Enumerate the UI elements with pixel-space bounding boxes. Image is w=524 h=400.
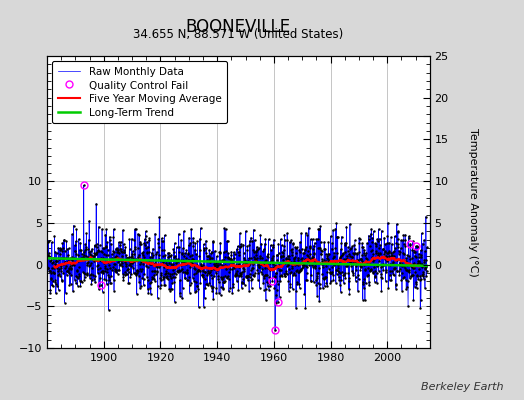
Text: Berkeley Earth: Berkeley Earth: [421, 382, 503, 392]
Quality Control Fail: [269, 279, 276, 284]
Raw Monthly Data: [85, 247, 91, 252]
Line: Five Year Moving Average: Five Year Moving Average: [54, 257, 420, 270]
Raw Monthly Data: [156, 265, 162, 270]
Raw Monthly Data: [272, 327, 278, 332]
Five Year Moving Average: [155, 262, 161, 267]
Raw Monthly Data: [81, 183, 87, 188]
Quality Control Fail: [81, 183, 87, 188]
Text: BOONEVILLE: BOONEVILLE: [186, 18, 291, 36]
Quality Control Fail: [97, 283, 104, 288]
Quality Control Fail: [407, 241, 413, 246]
Quality Control Fail: [275, 300, 281, 304]
Y-axis label: Temperature Anomaly (°C): Temperature Anomaly (°C): [468, 128, 478, 276]
Raw Monthly Data: [44, 255, 50, 260]
Quality Control Fail: [413, 244, 419, 249]
Raw Monthly Data: [93, 201, 100, 206]
Raw Monthly Data: [424, 245, 430, 250]
Line: Raw Monthly Data: Raw Monthly Data: [47, 185, 427, 330]
Legend: Raw Monthly Data, Quality Control Fail, Five Year Moving Average, Long-Term Tren: Raw Monthly Data, Quality Control Fail, …: [52, 61, 227, 124]
Five Year Moving Average: [85, 257, 91, 262]
Raw Monthly Data: [271, 237, 277, 242]
Raw Monthly Data: [399, 288, 405, 293]
Line: Quality Control Fail: Quality Control Fail: [80, 182, 419, 333]
Quality Control Fail: [272, 327, 278, 332]
Raw Monthly Data: [214, 268, 220, 273]
Five Year Moving Average: [214, 268, 220, 272]
Five Year Moving Average: [93, 258, 99, 263]
Text: 34.655 N, 88.571 W (United States): 34.655 N, 88.571 W (United States): [133, 28, 344, 41]
Five Year Moving Average: [398, 259, 405, 264]
Five Year Moving Average: [270, 268, 277, 272]
